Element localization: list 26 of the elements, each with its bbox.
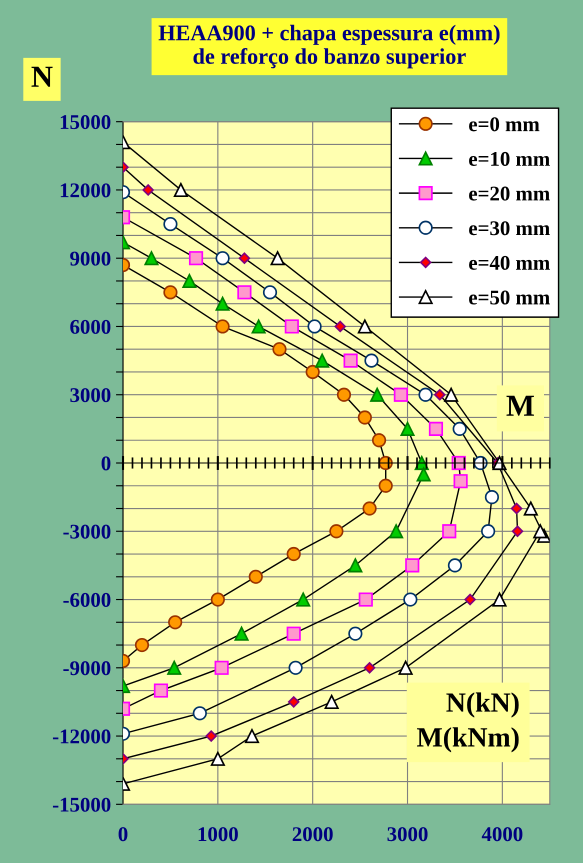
- legend-label: e=30 mm: [469, 221, 550, 236]
- legend-label: e=20 mm: [469, 186, 550, 201]
- y-tick-label: 0: [102, 456, 110, 470]
- x-tick-label: 0: [118, 827, 128, 842]
- x-tick-label: 1000: [198, 827, 238, 842]
- y-tick-label: -15000: [52, 798, 110, 812]
- y-tick-label: -9000: [63, 661, 110, 676]
- y-axis-title: N: [32, 66, 53, 87]
- annotation: N(kN) M(kNm): [417, 692, 519, 752]
- x-tick-label: 2000: [292, 827, 333, 842]
- legend-label: e=50 mm: [469, 290, 550, 305]
- x-axis-title: M: [506, 396, 534, 416]
- y-tick-label: 6000: [70, 320, 110, 334]
- x-tick-label: 4000: [482, 827, 522, 842]
- y-tick-label: 15000: [60, 115, 110, 130]
- y-tick-label: 3000: [70, 388, 110, 402]
- y-tick-label: -6000: [63, 592, 110, 607]
- x-tick-label: 3000: [387, 827, 428, 842]
- legend-label: e=0 mm: [469, 117, 540, 132]
- chart-title: HEAA900 + chapa espessura e(mm) de reforço do banzo superior: [158, 24, 500, 68]
- y-tick-label: -12000: [52, 729, 110, 744]
- legend-label: e=10 mm: [469, 152, 550, 166]
- y-tick-label: 9000: [70, 252, 110, 266]
- y-tick-label: -3000: [63, 524, 110, 539]
- y-tick-label: 12000: [60, 183, 110, 198]
- legend-label: e=40 mm: [469, 256, 550, 270]
